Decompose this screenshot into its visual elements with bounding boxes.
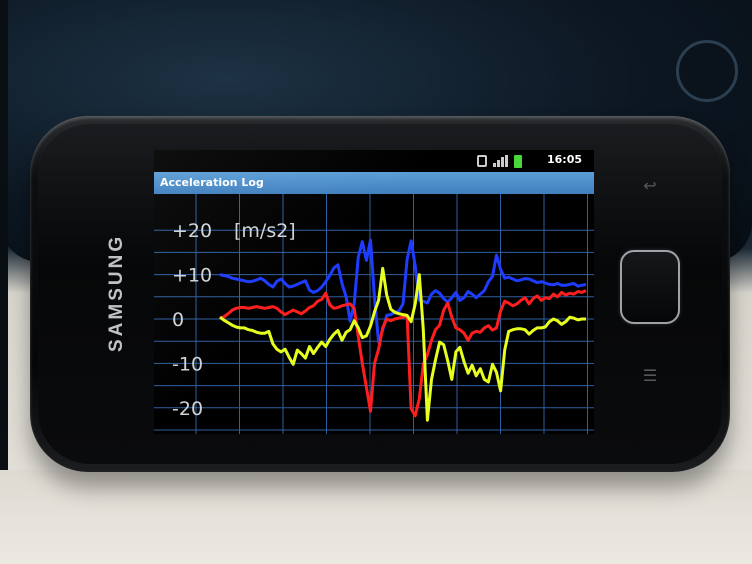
y-tick-label: +20 [172, 220, 212, 242]
menu-key-icon[interactable]: ☰ [642, 366, 658, 385]
acceleration-chart: +20 +10 0 -10 -20 [m/s2] [154, 194, 594, 434]
status-clock: 16:05 [546, 153, 582, 166]
signal-icon [493, 155, 508, 167]
table-surface [0, 470, 752, 564]
unit-label: [m/s2] [234, 220, 296, 242]
battery-icon [514, 154, 522, 168]
y-tick-label: 0 [172, 309, 184, 331]
background-edge [0, 0, 8, 564]
vibrate-icon [477, 155, 487, 167]
app-title-bar: Acceleration Log [154, 172, 594, 194]
status-bar: 16:05 [154, 150, 594, 172]
home-button[interactable] [620, 250, 680, 324]
series-line-1 [219, 238, 587, 344]
chart-series [219, 238, 587, 422]
series-line-2 [219, 289, 587, 418]
status-icons [477, 154, 522, 168]
app-title: Acceleration Log [160, 176, 264, 189]
background-camera-ring [676, 40, 738, 102]
brand-logo: SAMSUNG [106, 233, 127, 352]
y-tick-label: -10 [172, 353, 203, 375]
series-line-3 [219, 266, 586, 422]
phone-screen: 16:05 Acceleration Log +20 +10 0 -10 -20 [m/s… [154, 150, 594, 434]
back-key-icon[interactable]: ↩ [643, 176, 657, 195]
chart-axis-labels: +20 +10 0 -10 -20 [m/s2] [172, 220, 296, 420]
y-tick-label: -20 [172, 398, 203, 420]
y-tick-label: +10 [172, 265, 212, 287]
